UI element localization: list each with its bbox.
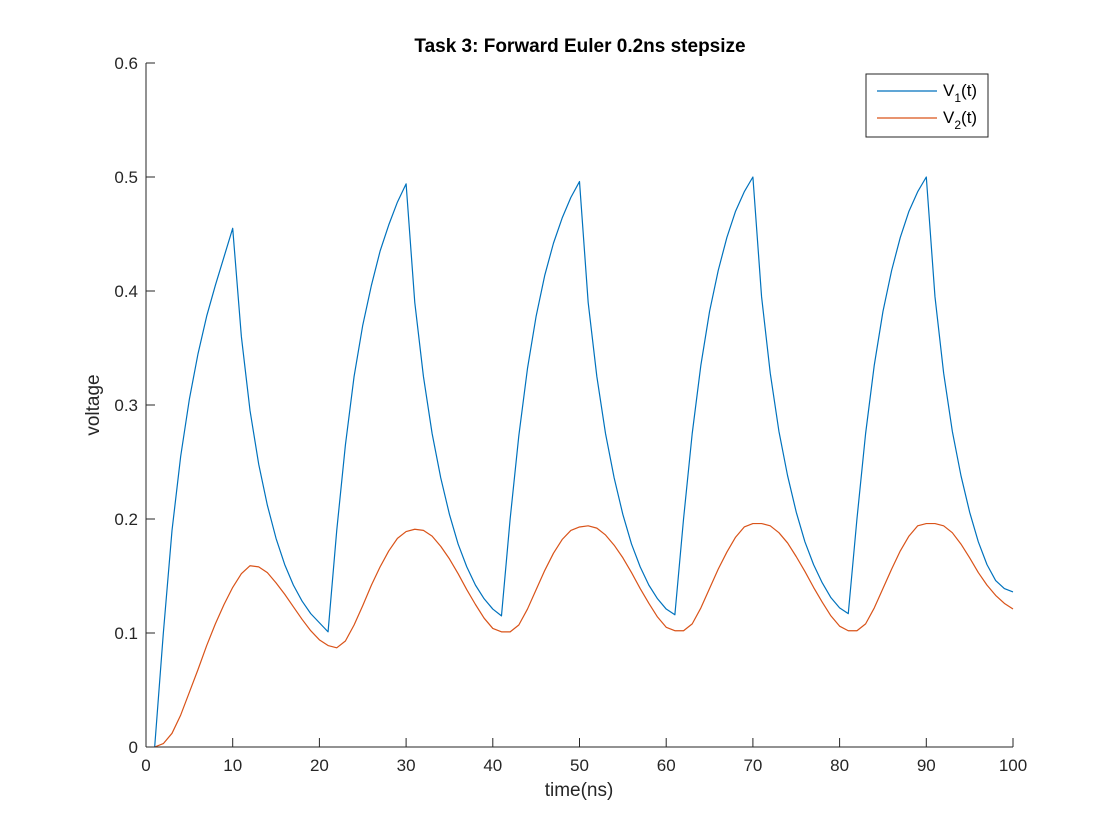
x-tick-label: 40 xyxy=(483,756,502,775)
x-tick-label: 10 xyxy=(223,756,242,775)
plot-area xyxy=(146,63,1013,747)
y-tick-label: 0.1 xyxy=(114,624,138,643)
x-tick-label: 50 xyxy=(570,756,589,775)
series-line-1 xyxy=(154,176,1014,748)
x-axis-label: time(ns) xyxy=(545,780,614,801)
series-line-2 xyxy=(154,522,1014,748)
y-tick-label: 0.2 xyxy=(114,510,138,529)
chart-title: Task 3: Forward Euler 0.2ns stepsize xyxy=(414,36,745,57)
y-tick-label: 0.5 xyxy=(114,168,138,187)
x-tick-label: 20 xyxy=(310,756,329,775)
series-layer xyxy=(154,176,1014,748)
y-tick-label: 0.6 xyxy=(114,54,138,73)
y-tick-label: 0.4 xyxy=(114,282,138,301)
plot-background xyxy=(146,63,1013,747)
x-tick-label: 70 xyxy=(743,756,762,775)
x-tick-label: 0 xyxy=(141,756,150,775)
x-tick-label: 80 xyxy=(830,756,849,775)
y-tick-label: 0.3 xyxy=(114,396,138,415)
legend-label-2: V2(t) xyxy=(943,108,977,132)
x-tick-label: 100 xyxy=(999,756,1027,775)
y-axis-label: voltage xyxy=(83,374,104,435)
y-tick-label: 0 xyxy=(129,738,138,757)
axes-layer: 0 10 20 30 40 50 60 70 80 90 100 0 0.1 0.2 0.3 0.4 0.5 0.… xyxy=(114,54,1027,775)
legend-box xyxy=(865,73,989,138)
legend: V1(t) V2(t) xyxy=(865,73,989,138)
x-tick-label: 30 xyxy=(397,756,416,775)
legend-label-1: V1(t) xyxy=(943,81,977,105)
x-tick-label: 60 xyxy=(657,756,676,775)
x-tick-label: 90 xyxy=(917,756,936,775)
